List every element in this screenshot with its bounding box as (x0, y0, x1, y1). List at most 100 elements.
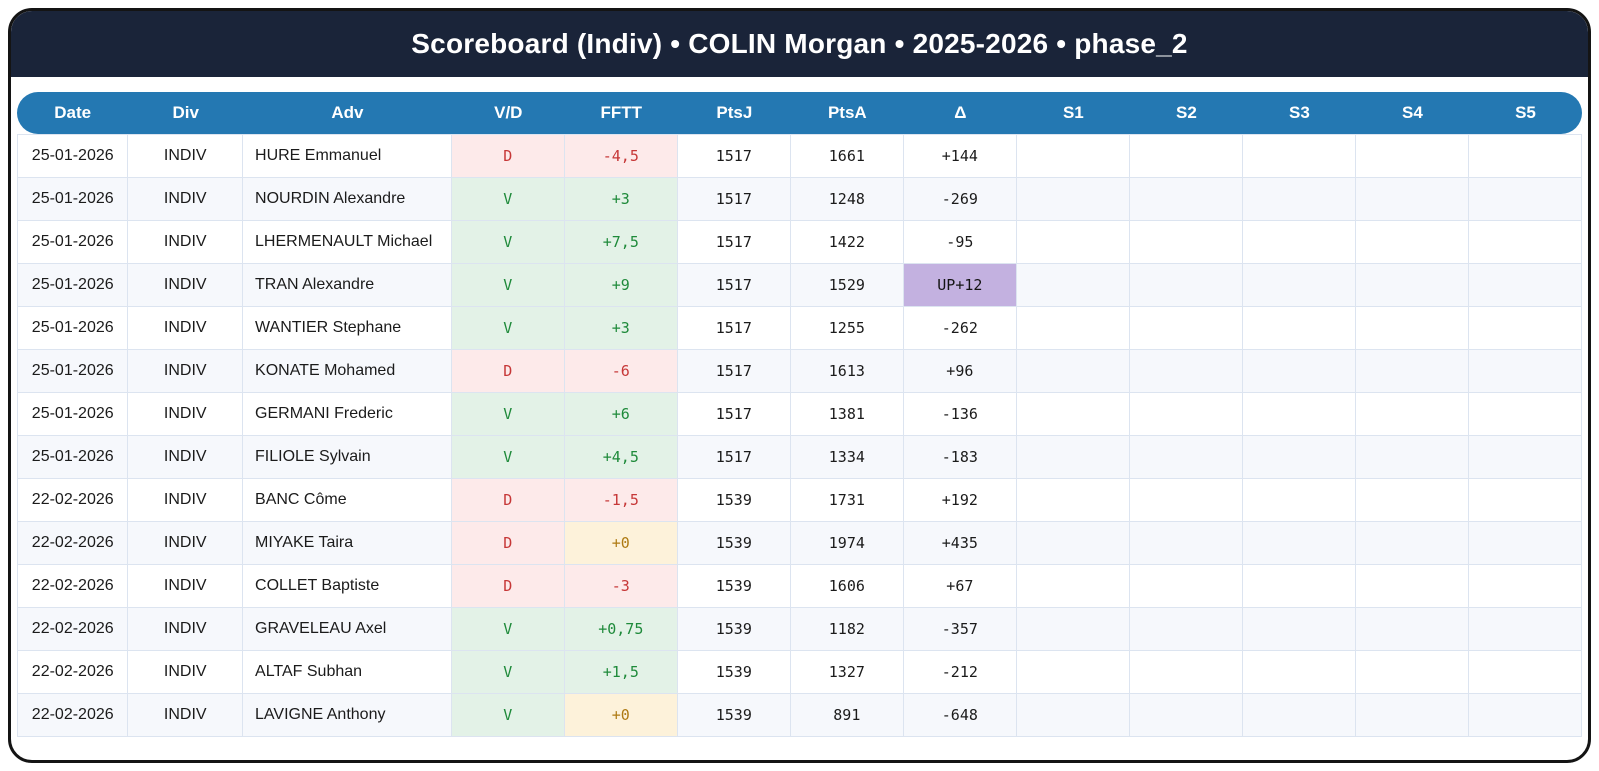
cell-s5 (1468, 392, 1582, 436)
cell-date: 25-01-2026 (17, 435, 129, 479)
cell-div: INDIV (128, 263, 244, 307)
cell-s4 (1355, 263, 1469, 307)
cell-s2 (1129, 607, 1243, 651)
cell-date: 22-02-2026 (17, 564, 129, 608)
cell-fftt: +1,5 (564, 650, 678, 694)
table-row: 25-01-2026 INDIV GERMANI Frederic V +6 1517 13… (17, 392, 1582, 436)
table-row: 25-01-2026 INDIV HURE Emmanuel D -4,5 1517 166… (17, 134, 1582, 178)
cell-s4 (1355, 177, 1469, 221)
cell-date: 22-02-2026 (17, 521, 129, 565)
column-header-fftt: FFTT (564, 92, 678, 134)
cell-vd: V (451, 693, 565, 737)
cell-delta: -357 (903, 607, 1017, 651)
cell-ptsj: 1517 (677, 392, 791, 436)
column-header-s1: S1 (1016, 92, 1130, 134)
cell-adv: HURE Emmanuel (243, 134, 452, 178)
title-bar: Scoreboard (Indiv) • COLIN Morgan • 2025… (11, 11, 1588, 77)
cell-date: 25-01-2026 (17, 349, 129, 393)
cell-s2 (1129, 134, 1243, 178)
cell-date: 22-02-2026 (17, 607, 129, 651)
cell-s4 (1355, 607, 1469, 651)
cell-vd: D (451, 564, 565, 608)
table-row: 25-01-2026 INDIV LHERMENAULT Michael V +7,5 1… (17, 220, 1582, 264)
cell-fftt: +3 (564, 306, 678, 350)
cell-ptsa: 1327 (790, 650, 904, 694)
column-header-div: Div (128, 92, 244, 134)
cell-s2 (1129, 564, 1243, 608)
cell-s5 (1468, 220, 1582, 264)
table-container: Date Div Adv V/D FFTT PtsJ PtsA Δ S1 S2 … (11, 77, 1588, 739)
cell-s3 (1242, 650, 1356, 694)
cell-div: INDIV (128, 220, 244, 264)
cell-div: INDIV (128, 521, 244, 565)
cell-s3 (1242, 134, 1356, 178)
cell-ptsj: 1539 (677, 693, 791, 737)
cell-s2 (1129, 650, 1243, 694)
cell-s4 (1355, 392, 1469, 436)
cell-s1 (1016, 650, 1130, 694)
cell-s4 (1355, 521, 1469, 565)
cell-s4 (1355, 306, 1469, 350)
cell-delta: +192 (903, 478, 1017, 522)
column-header-adv: Adv (243, 92, 452, 134)
cell-fftt: +9 (564, 263, 678, 307)
cell-s3 (1242, 392, 1356, 436)
cell-s3 (1242, 435, 1356, 479)
cell-s4 (1355, 220, 1469, 264)
cell-ptsj: 1517 (677, 306, 791, 350)
table-row: 22-02-2026 INDIV MIYAKE Taira D +0 1539 1974 +4… (17, 521, 1582, 565)
cell-s1 (1016, 521, 1130, 565)
cell-date: 25-01-2026 (17, 263, 129, 307)
table-row: 25-01-2026 INDIV WANTIER Stephane V +3 1517 12… (17, 306, 1582, 350)
cell-s1 (1016, 693, 1130, 737)
cell-date: 25-01-2026 (17, 392, 129, 436)
cell-date: 25-01-2026 (17, 220, 129, 264)
table-body: 25-01-2026 INDIV HURE Emmanuel D -4,5 1517 166… (17, 134, 1582, 737)
cell-adv: BANC Côme (243, 478, 452, 522)
scoreboard-card: Scoreboard (Indiv) • COLIN Morgan • 2025… (8, 8, 1591, 763)
cell-s2 (1129, 435, 1243, 479)
cell-ptsj: 1539 (677, 478, 791, 522)
cell-s5 (1468, 435, 1582, 479)
column-header-ptsj: PtsJ (677, 92, 791, 134)
cell-adv: WANTIER Stephane (243, 306, 452, 350)
cell-div: INDIV (128, 349, 244, 393)
table-row: 25-01-2026 INDIV FILIOLE Sylvain V +4,5 1517 1… (17, 435, 1582, 479)
cell-delta: -262 (903, 306, 1017, 350)
cell-s5 (1468, 564, 1582, 608)
cell-s2 (1129, 220, 1243, 264)
cell-s3 (1242, 306, 1356, 350)
cell-ptsj: 1539 (677, 607, 791, 651)
cell-delta: -212 (903, 650, 1017, 694)
cell-ptsj: 1517 (677, 349, 791, 393)
cell-adv: TRAN Alexandre (243, 263, 452, 307)
cell-fftt: +6 (564, 392, 678, 436)
cell-fftt: +0 (564, 693, 678, 737)
cell-date: 22-02-2026 (17, 478, 129, 522)
cell-fftt: +0 (564, 521, 678, 565)
cell-s2 (1129, 349, 1243, 393)
cell-s5 (1468, 349, 1582, 393)
cell-s1 (1016, 177, 1130, 221)
cell-s5 (1468, 306, 1582, 350)
cell-s2 (1129, 693, 1243, 737)
cell-s5 (1468, 693, 1582, 737)
cell-vd: D (451, 478, 565, 522)
cell-s1 (1016, 263, 1130, 307)
cell-adv: ALTAF Subhan (243, 650, 452, 694)
cell-vd: V (451, 177, 565, 221)
cell-div: INDIV (128, 607, 244, 651)
cell-s1 (1016, 478, 1130, 522)
cell-s3 (1242, 177, 1356, 221)
column-header-delta: Δ (903, 92, 1017, 134)
cell-ptsa: 1613 (790, 349, 904, 393)
cell-vd: D (451, 349, 565, 393)
cell-s4 (1355, 349, 1469, 393)
table-row: 22-02-2026 INDIV LAVIGNE Anthony V +0 1539 891… (17, 693, 1582, 737)
cell-ptsj: 1517 (677, 435, 791, 479)
cell-ptsa: 1248 (790, 177, 904, 221)
cell-ptsa: 1661 (790, 134, 904, 178)
cell-delta: +144 (903, 134, 1017, 178)
cell-ptsa: 1974 (790, 521, 904, 565)
cell-delta: -269 (903, 177, 1017, 221)
